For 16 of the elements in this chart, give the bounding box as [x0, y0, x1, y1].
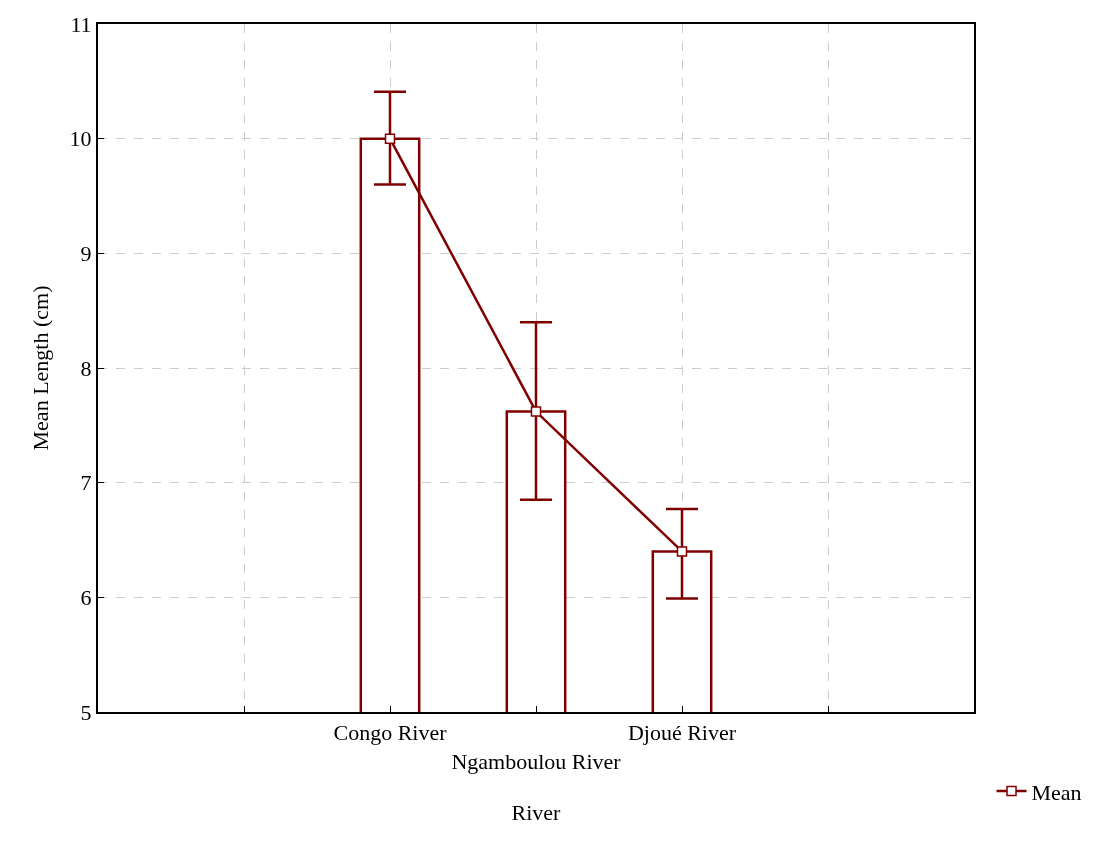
x-tick-label: Djoué River [627, 720, 737, 746]
y-tick-label: 10 [69, 126, 92, 152]
point [384, 133, 396, 144]
y-tick-label: 7 [80, 470, 92, 496]
x-axis-title: River [511, 800, 562, 826]
point [676, 546, 688, 557]
legend-label: Mean [1031, 779, 1082, 805]
y-tick-label: 8 [80, 355, 92, 381]
y-tick-label: 9 [80, 241, 92, 267]
point [530, 406, 542, 417]
y-axis-title: Mean Length (cm) [27, 285, 53, 451]
x-tick-label: Ngamboulou River [451, 749, 622, 774]
y-tick-label: 6 [80, 585, 92, 611]
y-tick-label: 11 [70, 11, 92, 37]
x-tick-label: Congo River [333, 720, 448, 746]
y-tick-label: 5 [80, 699, 92, 725]
